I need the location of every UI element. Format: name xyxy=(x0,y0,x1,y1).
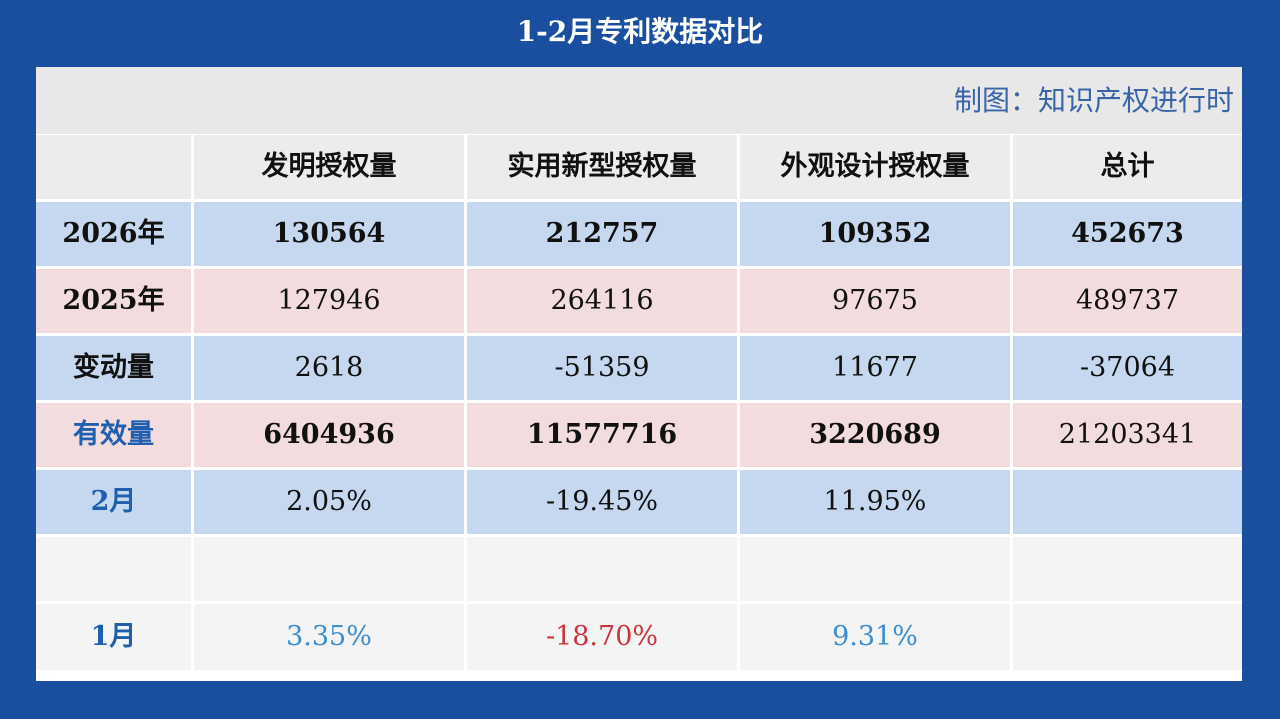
header-invention: 发明授权量 xyxy=(194,135,464,199)
cell-change-utility: -51359 xyxy=(467,336,737,400)
cell-change-design: 11677 xyxy=(740,336,1010,400)
credit-bar: 制图：知识产权进行时 xyxy=(36,67,1242,135)
page-title: 1-2月专利数据对比 xyxy=(516,15,764,48)
patent-comparison-table: 发明授权量 实用新型授权量 外观设计授权量 总计 2026年 130564 21… xyxy=(33,132,1245,673)
cell-feb-utility: -19.45% xyxy=(467,470,737,534)
row-label-change: 变动量 xyxy=(36,336,191,400)
cell-jan-total xyxy=(1013,604,1242,670)
table-row-spacer xyxy=(36,537,1242,601)
cell-jan-utility: -18.70% xyxy=(467,604,737,670)
row-label-valid: 有效量 xyxy=(36,403,191,467)
cell-valid-invention: 6404936 xyxy=(194,403,464,467)
table-row-2026: 2026年 130564 212757 109352 452673 xyxy=(36,202,1242,266)
cell-valid-utility: 11577716 xyxy=(467,403,737,467)
header-utility: 实用新型授权量 xyxy=(467,135,737,199)
spacer-cell xyxy=(194,537,464,601)
cell-valid-design: 3220689 xyxy=(740,403,1010,467)
table-row-valid: 有效量 6404936 11577716 3220689 21203341 xyxy=(36,403,1242,467)
cell-valid-total: 21203341 xyxy=(1013,403,1242,467)
table-row-2025: 2025年 127946 264116 97675 489737 xyxy=(36,269,1242,333)
row-label-2025: 2025年 xyxy=(36,269,191,333)
spacer-cell xyxy=(1013,537,1242,601)
row-label-jan: 1月 xyxy=(36,604,191,670)
data-table-panel: 制图：知识产权进行时 发明授权量 实用新型授权量 外观设计授权量 总计 2026… xyxy=(36,67,1242,681)
row-label-2026: 2026年 xyxy=(36,202,191,266)
cell-change-invention: 2618 xyxy=(194,336,464,400)
cell-2025-utility: 264116 xyxy=(467,269,737,333)
spacer-cell xyxy=(467,537,737,601)
header-design: 外观设计授权量 xyxy=(740,135,1010,199)
cell-jan-invention: 3.35% xyxy=(194,604,464,670)
table-header-row: 发明授权量 实用新型授权量 外观设计授权量 总计 xyxy=(36,135,1242,199)
cell-feb-total xyxy=(1013,470,1242,534)
cell-2025-total: 489737 xyxy=(1013,269,1242,333)
spacer-cell xyxy=(740,537,1010,601)
cell-change-total: -37064 xyxy=(1013,336,1242,400)
cell-2026-total: 452673 xyxy=(1013,202,1242,266)
credit-text: 制图：知识产权进行时 xyxy=(953,84,1234,117)
table-row-jan: 1月 3.35% -18.70% 9.31% xyxy=(36,604,1242,670)
cell-2026-utility: 212757 xyxy=(467,202,737,266)
cell-feb-design: 11.95% xyxy=(740,470,1010,534)
cell-jan-design: 9.31% xyxy=(740,604,1010,670)
spacer-cell xyxy=(36,537,191,601)
header-corner-cell xyxy=(36,135,191,199)
cell-2025-invention: 127946 xyxy=(194,269,464,333)
row-label-feb: 2月 xyxy=(36,470,191,534)
cell-2026-design: 109352 xyxy=(740,202,1010,266)
cell-feb-invention: 2.05% xyxy=(194,470,464,534)
table-row-change: 变动量 2618 -51359 11677 -37064 xyxy=(36,336,1242,400)
header-total: 总计 xyxy=(1013,135,1242,199)
cell-2025-design: 97675 xyxy=(740,269,1010,333)
cell-2026-invention: 130564 xyxy=(194,202,464,266)
table-row-feb: 2月 2.05% -19.45% 11.95% xyxy=(36,470,1242,534)
